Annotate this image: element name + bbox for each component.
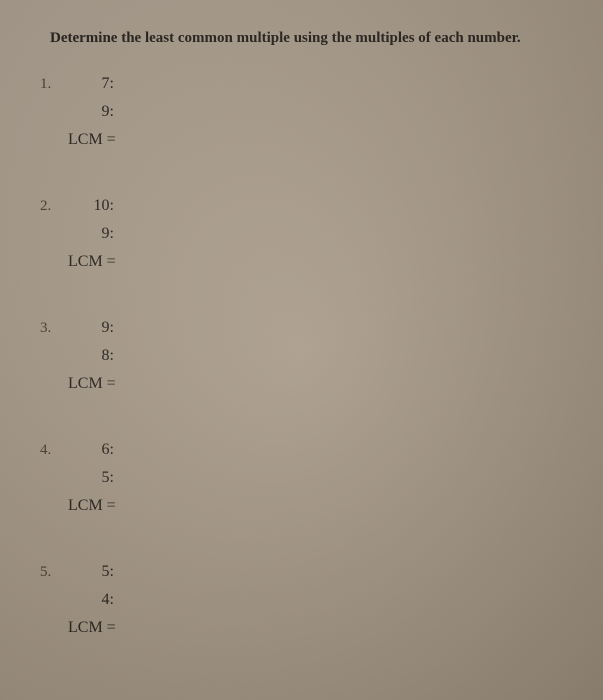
- problem-number: 2.: [40, 198, 68, 215]
- lcm-label: LCM =: [68, 375, 116, 393]
- second-number: 9:: [68, 225, 118, 243]
- second-number: 8:: [68, 347, 118, 365]
- first-number: 10:: [68, 197, 118, 215]
- lcm-label: LCM =: [68, 497, 116, 515]
- problem-number: 1.: [40, 76, 68, 93]
- lcm-label: LCM =: [68, 131, 116, 149]
- problem-number: 5.: [40, 564, 68, 581]
- problem-2: 2. 10: 9: LCM =: [40, 197, 573, 271]
- problem-number: 3.: [40, 320, 68, 337]
- worksheet-title: Determine the least common multiple usin…: [50, 30, 573, 47]
- first-number: 9:: [68, 319, 118, 337]
- lcm-label: LCM =: [68, 253, 116, 271]
- first-number: 6:: [68, 441, 118, 459]
- lcm-label: LCM =: [68, 619, 116, 637]
- first-number: 5:: [68, 563, 118, 581]
- second-number: 5:: [68, 469, 118, 487]
- second-number: 9:: [68, 103, 118, 121]
- second-number: 4:: [68, 591, 118, 609]
- problem-1: 1. 7: 9: LCM =: [40, 75, 573, 149]
- problem-3: 3. 9: 8: LCM =: [40, 319, 573, 393]
- problem-4: 4. 6: 5: LCM =: [40, 441, 573, 515]
- problem-5: 5. 5: 4: LCM =: [40, 563, 573, 637]
- problem-number: 4.: [40, 442, 68, 459]
- first-number: 7:: [68, 75, 118, 93]
